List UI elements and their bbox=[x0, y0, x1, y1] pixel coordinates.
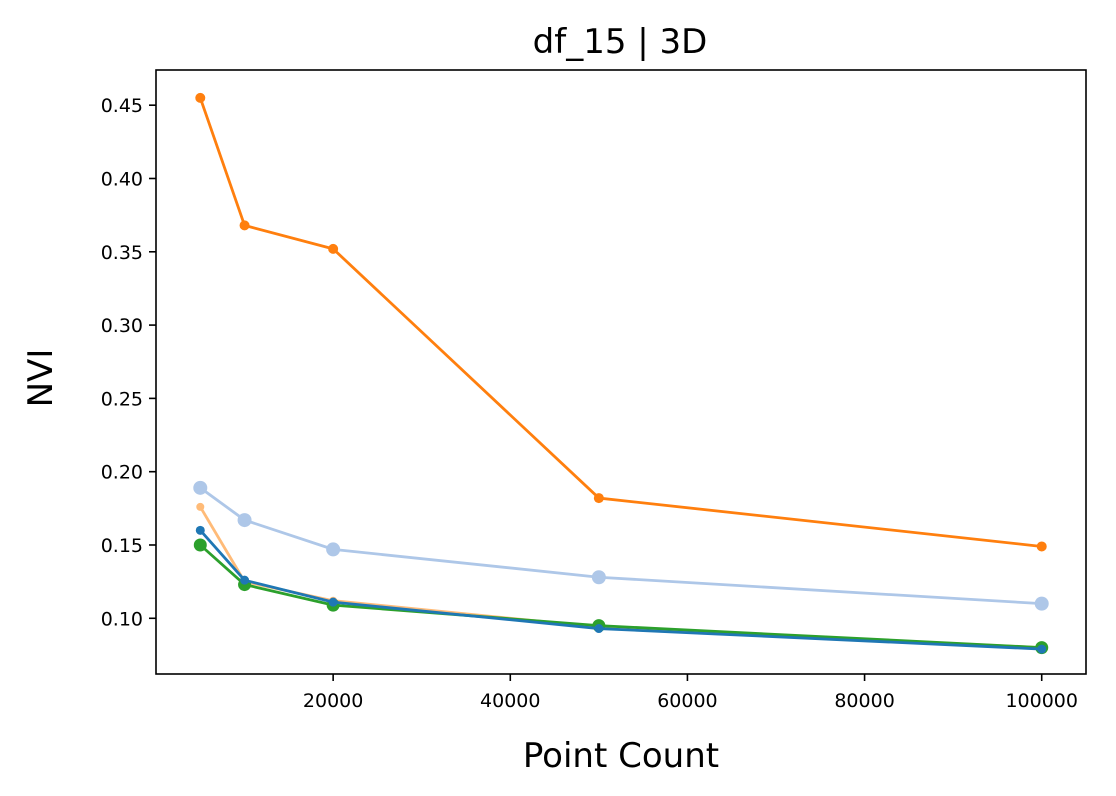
y-tick-label: 0.25 bbox=[101, 388, 143, 410]
data-point bbox=[594, 624, 604, 634]
plot-frame bbox=[155, 69, 1087, 675]
y-tick-label: 0.20 bbox=[101, 462, 143, 484]
series-1 bbox=[195, 92, 1047, 552]
series-2 bbox=[193, 480, 1049, 611]
data-point bbox=[195, 92, 206, 103]
data-point bbox=[195, 525, 205, 535]
chart-title: df_15 | 3D bbox=[533, 22, 708, 62]
x-tick-label: 20000 bbox=[303, 690, 363, 712]
series-line bbox=[198, 96, 1044, 548]
y-tick-label: 0.10 bbox=[101, 608, 143, 630]
data-point bbox=[1034, 596, 1049, 611]
y-tick-label: 0.35 bbox=[101, 242, 143, 264]
data-point bbox=[593, 493, 604, 504]
data-point bbox=[193, 480, 208, 495]
data-point bbox=[239, 220, 250, 231]
y-axis-title: NVI bbox=[21, 349, 61, 408]
y-tick-label: 0.15 bbox=[101, 535, 143, 557]
x-tick-label: 100000 bbox=[1005, 690, 1078, 712]
series-line bbox=[198, 486, 1044, 606]
data-point bbox=[326, 542, 341, 557]
x-axis: 20000 40000 60000 80000 100000 bbox=[303, 674, 1078, 712]
y-tick-label: 0.30 bbox=[101, 315, 143, 337]
data-point bbox=[1036, 541, 1047, 552]
y-axis: 0.10 0.15 0.20 0.25 0.30 0.35 0.40 0.45 bbox=[101, 95, 156, 630]
x-tick-label: 40000 bbox=[480, 690, 540, 712]
x-tick-label: 60000 bbox=[657, 690, 717, 712]
data-point bbox=[237, 513, 252, 528]
x-tick-label: 80000 bbox=[834, 690, 894, 712]
x-axis-title: Point Count bbox=[523, 736, 719, 776]
data-point bbox=[1037, 644, 1047, 654]
data-point bbox=[591, 570, 606, 585]
data-point bbox=[193, 538, 207, 552]
y-tick-label: 0.45 bbox=[101, 95, 143, 117]
series-layer bbox=[193, 92, 1049, 655]
y-tick-label: 0.40 bbox=[101, 168, 143, 190]
data-point bbox=[328, 243, 339, 254]
series-5 bbox=[195, 525, 1047, 654]
data-point bbox=[196, 502, 205, 511]
data-point bbox=[240, 575, 250, 585]
data-point bbox=[328, 597, 338, 607]
